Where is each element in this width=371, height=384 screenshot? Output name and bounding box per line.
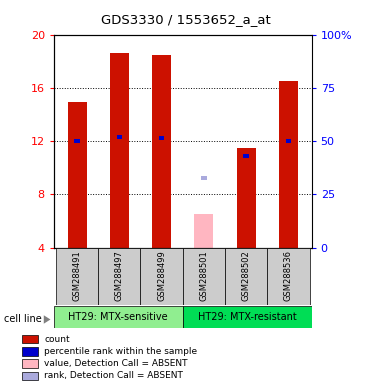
Bar [243,154,249,158]
Text: GSM288536: GSM288536 [284,250,293,301]
Text: GSM288497: GSM288497 [115,250,124,301]
Bar [54,306,183,328]
Bar [56,248,98,305]
Bar [22,347,37,356]
Bar [279,81,298,248]
Bar [22,359,37,368]
Text: GSM288501: GSM288501 [199,250,209,301]
Bar [201,176,207,180]
Bar [116,135,122,139]
Bar [267,248,309,305]
Polygon shape [44,315,50,324]
Bar [286,139,291,143]
Text: value, Detection Call = ABSENT: value, Detection Call = ABSENT [45,359,188,368]
Text: HT29: MTX-sensitive: HT29: MTX-sensitive [68,312,168,322]
Bar [141,248,183,305]
Bar [98,248,141,305]
Text: rank, Detection Call = ABSENT: rank, Detection Call = ABSENT [45,371,183,381]
Text: GSM288499: GSM288499 [157,250,166,301]
Bar [110,53,129,248]
Bar [225,248,267,305]
Text: count: count [45,334,70,344]
Bar [74,139,80,143]
Bar [22,334,37,344]
Text: HT29: MTX-resistant: HT29: MTX-resistant [198,312,296,322]
Bar [68,103,86,248]
Text: percentile rank within the sample: percentile rank within the sample [45,347,198,356]
Bar [237,148,256,248]
Bar [183,248,225,305]
Bar [194,214,213,248]
Text: GSM288502: GSM288502 [242,250,251,301]
Bar [183,306,312,328]
Bar [152,55,171,248]
Bar [22,371,37,381]
Text: cell line: cell line [4,314,42,324]
Text: GDS3330 / 1553652_a_at: GDS3330 / 1553652_a_at [101,13,270,26]
Bar [159,136,164,141]
Text: GSM288491: GSM288491 [73,250,82,301]
